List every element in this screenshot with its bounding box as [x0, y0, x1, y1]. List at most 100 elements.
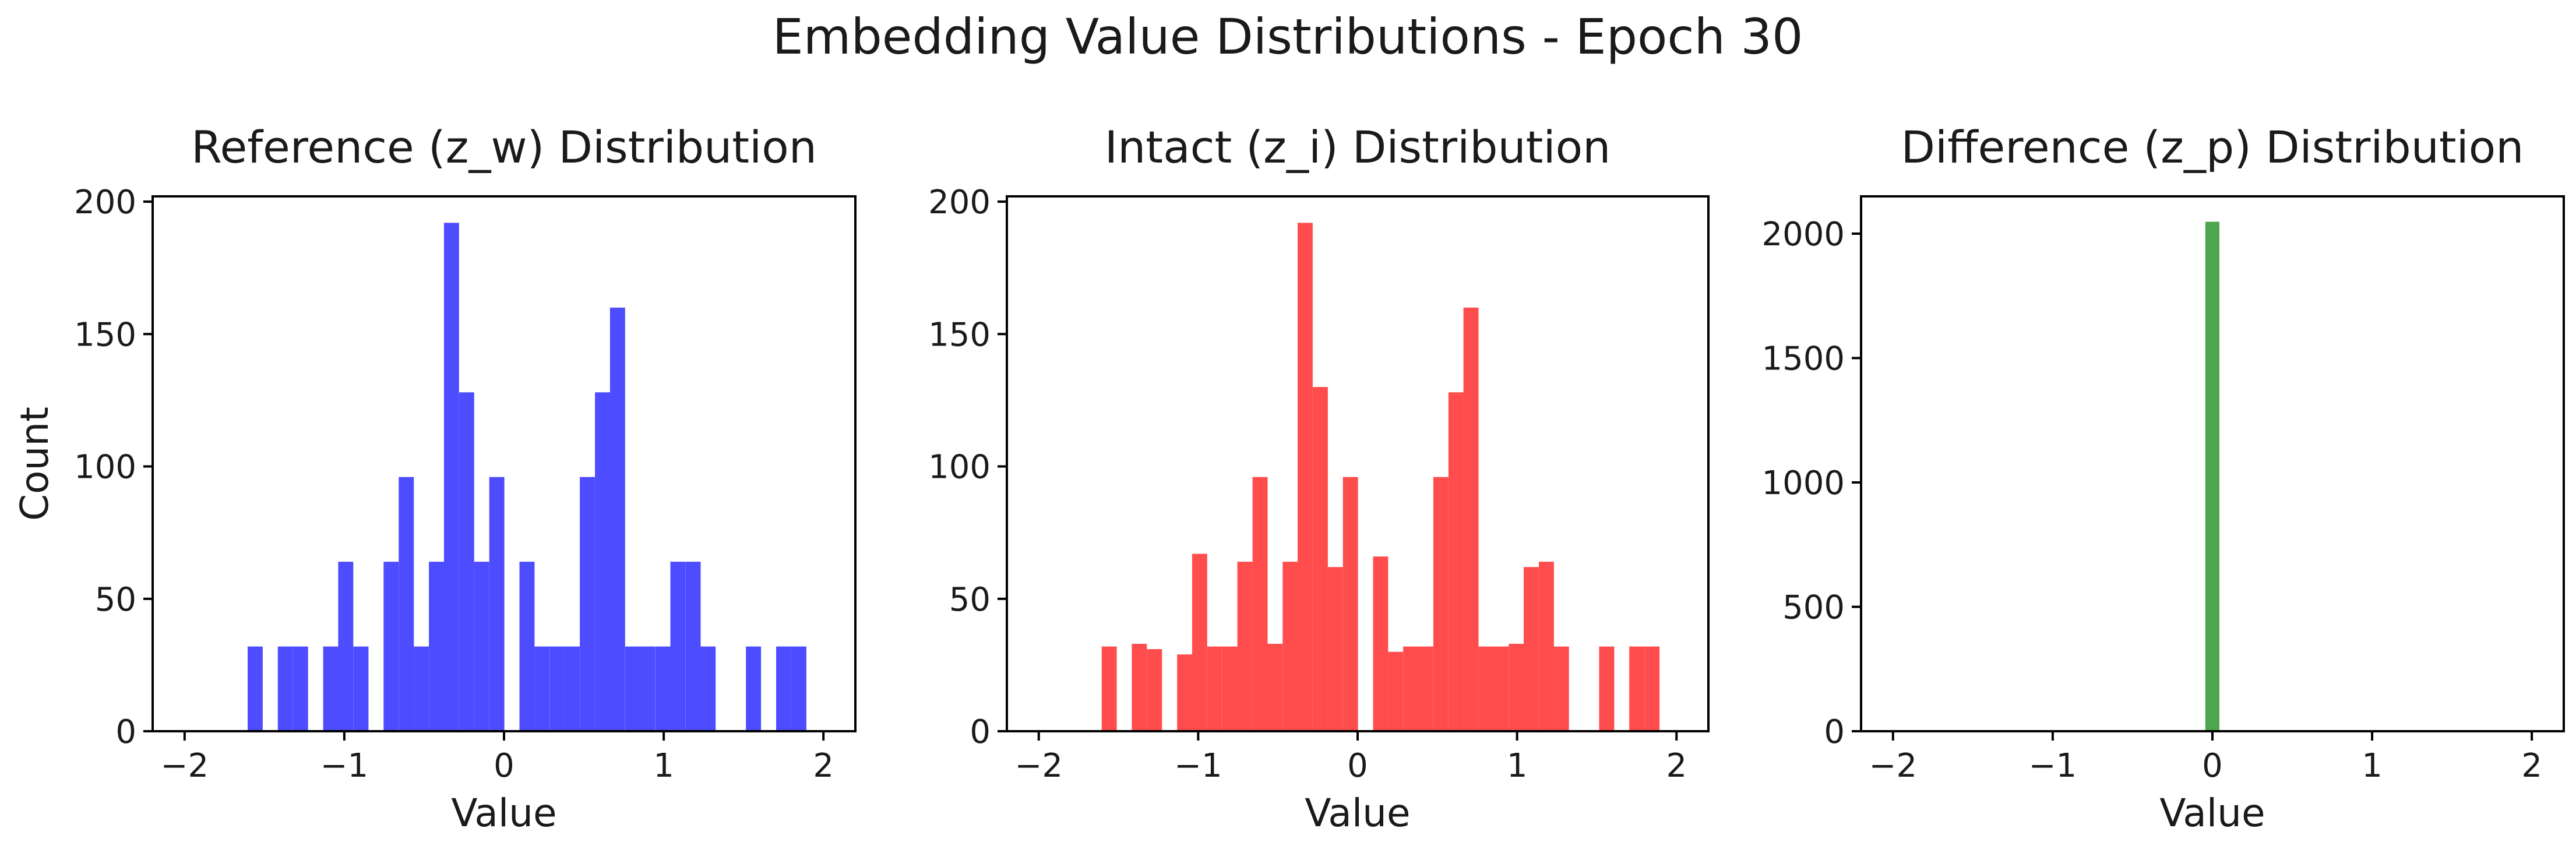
- histogram-bar: [746, 646, 762, 731]
- histogram-bar: [1132, 644, 1147, 731]
- y-tick-label: 100: [74, 449, 136, 487]
- histogram-bar: [776, 646, 791, 731]
- panel-3: −2 −1 0 1 2 0 500 1000 1500 2000 Difference (z_p) …: [1761, 121, 2565, 836]
- y-axis-label: Count: [12, 407, 57, 521]
- histogram-bar: [414, 646, 429, 731]
- x-tick-label: −1: [320, 747, 369, 785]
- histogram-bar: [534, 646, 550, 731]
- y-tick-label: 150: [928, 316, 991, 354]
- histogram-bar: [1644, 646, 1660, 731]
- histogram-bar: [625, 646, 640, 731]
- histogram-bar: [248, 646, 263, 731]
- x-tick-label: 1: [653, 747, 674, 785]
- histogram-bar: [1599, 646, 1615, 731]
- histogram-bar: [565, 646, 580, 731]
- x-tick-label: −1: [1174, 747, 1222, 785]
- x-tick-label: 2: [813, 747, 834, 785]
- x-axis-label: Value: [2159, 791, 2265, 836]
- histogram-bar: [1418, 646, 1433, 731]
- histogram-bar: [1192, 554, 1207, 731]
- x-tick-label: −2: [1869, 747, 1918, 785]
- x-tick-label: 0: [1347, 747, 1368, 785]
- histogram-bar: [1252, 477, 1268, 731]
- histogram-bar: [670, 562, 686, 731]
- y-tick-label: 500: [1782, 589, 1845, 627]
- x-tick-label: 1: [2362, 747, 2383, 785]
- histogram-bar: [1147, 649, 1162, 731]
- panel-1: −2 −1 0 1 2 0 50 100 150 200 Reference (z_w) Distr…: [12, 121, 857, 836]
- histogram-bar: [323, 646, 339, 731]
- y-tick-label: 0: [1824, 713, 1845, 751]
- histogram-bar: [1448, 392, 1464, 731]
- y-tick-label: 150: [74, 316, 136, 354]
- x-tick-label: −1: [2029, 747, 2077, 785]
- histogram-bar: [353, 646, 369, 731]
- x-axis-label: Value: [451, 791, 556, 836]
- y-tick-label: 100: [928, 449, 991, 487]
- histogram-bar: [474, 562, 489, 731]
- histogram-bar: [791, 646, 806, 731]
- histogram-bar: [1207, 646, 1222, 731]
- histogram-bar: [1509, 644, 1524, 731]
- histogram-bar: [1327, 567, 1343, 731]
- histogram-bar: [429, 562, 444, 731]
- x-axis-label: Value: [1305, 791, 1410, 836]
- histogram-bar: [1463, 307, 1479, 731]
- histogram-bar: [338, 562, 354, 731]
- histogram-bar: [655, 646, 671, 731]
- histogram-bar: [1478, 646, 1494, 731]
- histogram-bar: [459, 392, 474, 731]
- x-tick-label: 0: [2202, 747, 2223, 785]
- histogram-bar: [293, 646, 308, 731]
- panel-title: Reference (z_w) Distribution: [191, 121, 817, 173]
- histogram-bar: [1298, 223, 1313, 731]
- figure-title: Embedding Value Distributions - Epoch 30: [773, 8, 1803, 65]
- x-tick-label: 2: [2521, 747, 2542, 785]
- histogram-bar: [399, 477, 414, 731]
- y-tick-label: 0: [115, 713, 136, 751]
- histogram-bar: [383, 562, 399, 731]
- x-tick-label: −2: [1014, 747, 1063, 785]
- y-tick-label: 50: [95, 581, 136, 619]
- histogram-bar: [1373, 556, 1389, 731]
- x-tick-label: 0: [494, 747, 515, 785]
- histogram-bar: [1493, 646, 1509, 731]
- y-tick-label: 50: [949, 581, 991, 619]
- histogram-bar: [519, 562, 535, 731]
- histogram-bar: [1629, 646, 1645, 731]
- panel-title: Difference (z_p) Distribution: [1901, 121, 2524, 173]
- histogram-bar: [1403, 646, 1419, 731]
- histogram-bar: [2205, 221, 2219, 732]
- y-tick-label: 1000: [1761, 464, 1845, 502]
- histogram-bar: [685, 562, 701, 731]
- histogram-bar: [1282, 562, 1298, 731]
- panel-title: Intact (z_i) Distribution: [1105, 121, 1611, 173]
- histogram-bar: [489, 477, 505, 731]
- y-tick-label: 2000: [1761, 216, 1845, 253]
- y-tick-label: 200: [74, 184, 136, 221]
- histogram-bar: [1237, 562, 1253, 731]
- histogram-bar: [1177, 654, 1193, 731]
- histogram-bar: [1222, 646, 1238, 731]
- histogram-bar: [549, 646, 565, 731]
- x-tick-label: −2: [161, 747, 209, 785]
- histogram-bar: [595, 392, 610, 731]
- histogram-bar: [1342, 477, 1358, 731]
- histogram-bar: [1553, 646, 1569, 731]
- x-tick-label: 2: [1666, 747, 1687, 785]
- histogram-bar: [1267, 644, 1283, 731]
- panel-2: −2 −1 0 1 2 0 50 100 150 200 Intact (z_i) Distribu…: [928, 121, 1710, 836]
- histogram-bar: [1101, 646, 1117, 731]
- histogram-bar: [1313, 387, 1328, 731]
- histogram-bar: [1539, 562, 1554, 731]
- y-tick-label: 1500: [1761, 340, 1845, 378]
- histogram-bar: [609, 307, 625, 731]
- histogram-bar: [640, 646, 656, 731]
- histogram-bar: [580, 477, 595, 731]
- histogram-bar: [277, 646, 293, 731]
- x-tick-label: 1: [1507, 747, 1528, 785]
- histogram-bar: [700, 646, 716, 731]
- y-tick-label: 200: [928, 184, 991, 221]
